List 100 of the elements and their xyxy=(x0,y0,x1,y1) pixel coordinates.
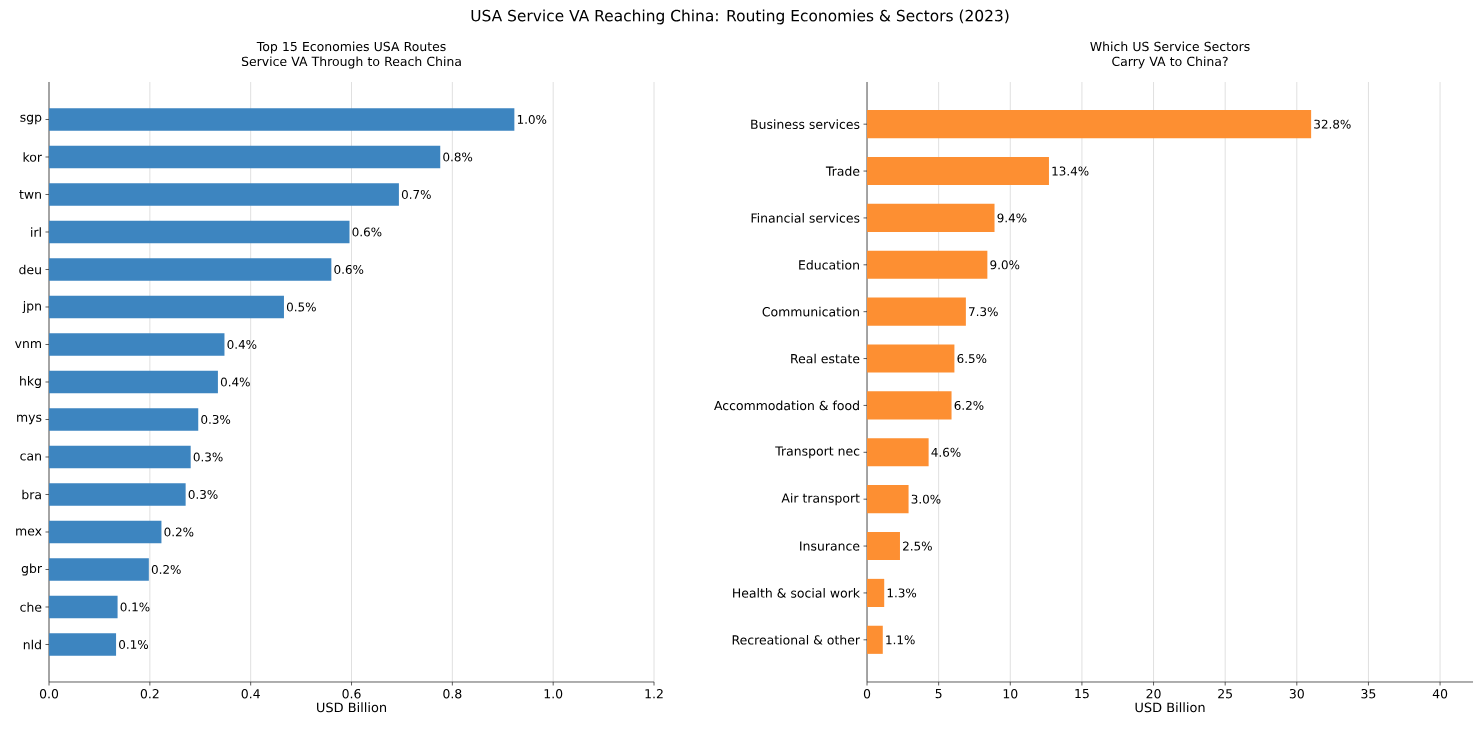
bar xyxy=(49,258,332,281)
y-tick-label: can xyxy=(20,453,41,461)
annotation: 1.3% xyxy=(887,588,917,598)
x-tick-label: 20 xyxy=(1146,689,1161,699)
y-tick-label: Transport nec xyxy=(775,446,860,459)
y-tick-label: jpn xyxy=(22,300,41,314)
annotation: 3.0% xyxy=(911,494,941,504)
annotation: 0.6% xyxy=(334,264,364,275)
bar xyxy=(867,625,883,654)
y-tick-label: Accommodation & food xyxy=(714,400,859,411)
annotation: 32.8% xyxy=(1314,119,1351,129)
x-tick-label: 35 xyxy=(1361,689,1376,699)
bar xyxy=(49,558,149,581)
bar xyxy=(49,370,218,394)
bar xyxy=(49,483,186,506)
bar xyxy=(867,344,955,373)
x-tick-label: 0.6 xyxy=(342,689,361,699)
annotation: 4.6% xyxy=(931,447,961,457)
annotation: 0.5% xyxy=(286,302,316,312)
y-tick-label: Air transport xyxy=(781,493,860,506)
bar xyxy=(49,108,515,131)
bar xyxy=(867,391,952,420)
x-axis-title: USD Billion xyxy=(317,702,387,713)
y-tick-label: gbr xyxy=(21,563,43,576)
annotation: 0.2% xyxy=(164,527,194,537)
y-tick-label: hkg xyxy=(20,375,41,389)
x-tick-label: 30 xyxy=(1289,689,1304,699)
annotation: 0.3% xyxy=(193,452,223,462)
y-tick-label: Health & social work xyxy=(733,588,860,598)
x-tick-label: 40 xyxy=(1432,689,1448,699)
y-tick-label: Real estate xyxy=(791,353,860,364)
bar xyxy=(49,408,199,431)
y-tick-label: bra xyxy=(22,489,41,500)
bar xyxy=(867,156,1049,186)
bar xyxy=(49,445,191,469)
annotation: 0.2% xyxy=(151,564,181,575)
annotation: 0.1% xyxy=(120,602,150,612)
annotation: 6.5% xyxy=(957,354,987,364)
bar xyxy=(867,485,909,514)
y-tick-label: Insurance xyxy=(800,541,860,551)
x-tick-label: 15 xyxy=(1075,689,1089,699)
bar xyxy=(867,203,995,232)
annotation: 0.8% xyxy=(443,152,473,162)
y-tick-label: sgp xyxy=(20,114,42,125)
annotation: 0.3% xyxy=(188,489,218,500)
x-tick-label: 0.0 xyxy=(39,689,59,699)
bar xyxy=(867,250,988,279)
y-tick-label: vnm xyxy=(14,341,41,348)
bar xyxy=(49,595,118,619)
annotation: 13.4% xyxy=(1052,166,1089,176)
y-tick-label: Trade xyxy=(825,166,860,176)
annotation: 1.1% xyxy=(886,635,915,645)
x-tick-label: 5 xyxy=(935,689,942,699)
y-tick-label: Education xyxy=(799,259,859,270)
bar xyxy=(49,295,284,319)
y-tick-label: Financial services xyxy=(751,213,860,223)
x-tick-label: 1.0 xyxy=(544,689,563,699)
annotation: 0.1% xyxy=(119,639,148,650)
chart-title: Which US Service Sectors Carry VA to China? xyxy=(1090,41,1250,69)
y-tick-label: Recreational & other xyxy=(732,634,860,645)
annotation: 0.6% xyxy=(352,227,382,237)
y-tick-label: kor xyxy=(23,152,43,162)
annotation: 0.7% xyxy=(401,189,431,200)
bar xyxy=(867,578,885,607)
x-tick-label: 25 xyxy=(1218,689,1232,699)
y-tick-label: twn xyxy=(19,190,41,199)
y-tick-label: Business services xyxy=(751,119,860,129)
bar xyxy=(867,110,1312,139)
y-tick-label: irl xyxy=(31,227,41,237)
bar xyxy=(49,333,225,356)
bar xyxy=(49,145,441,169)
text: USA Service VA Reaching China: Routing Economies & Sectors (2023) xyxy=(471,9,1009,25)
bar xyxy=(867,297,966,326)
annotation: 0.4% xyxy=(220,377,250,387)
bar xyxy=(867,531,900,561)
bar xyxy=(49,520,162,544)
annotation: 0.3% xyxy=(201,414,231,425)
y-tick-label: nld xyxy=(23,639,41,650)
x-tick-label: 0.8 xyxy=(443,689,462,699)
chart-title: Top 15 Economies USA Routes Service VA Through to Reach China xyxy=(241,41,461,69)
annotation: 6.2% xyxy=(954,400,984,410)
x-tick-label: 1.2 xyxy=(645,689,663,699)
annotation: 9.4% xyxy=(997,213,1027,223)
x-tick-label: 0.4 xyxy=(241,689,260,699)
bar xyxy=(49,183,399,206)
annotation: 9.0% xyxy=(990,260,1020,270)
y-tick-label: che xyxy=(20,602,42,612)
x-tick-label: 0 xyxy=(863,689,871,699)
annotation: 1.0% xyxy=(517,114,547,125)
bar xyxy=(49,633,117,656)
x-axis-title: USD Billion xyxy=(1135,702,1205,713)
annotation: 7.3% xyxy=(969,307,998,317)
y-tick-label: mex xyxy=(16,528,42,536)
annotation: 2.5% xyxy=(903,541,932,551)
y-tick-label: mys xyxy=(17,414,42,425)
x-tick-label: 10 xyxy=(1003,689,1018,699)
annotation: 0.4% xyxy=(227,339,257,350)
y-tick-label: Communication xyxy=(762,306,859,317)
bar xyxy=(49,220,350,244)
x-tick-label: 0.2 xyxy=(140,689,159,699)
